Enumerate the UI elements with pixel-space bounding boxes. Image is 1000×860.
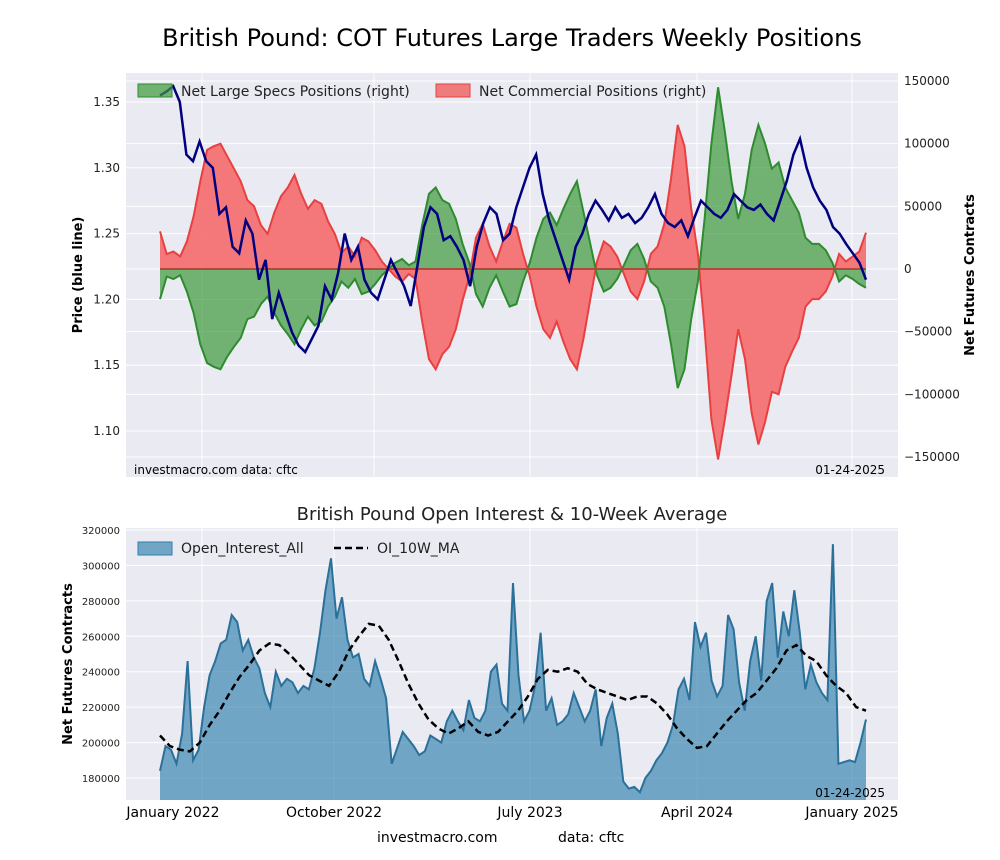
top-legend: Net Large Specs Positions (right) Net Co… [137,83,706,100]
right-axis-label: Net Futures Contracts [963,194,978,356]
left-tick-label: 1.30 [93,161,120,175]
oi-chart-title: British Pound Open Interest & 10-Week Av… [297,504,728,525]
left-axis-ticks: 1.10 1.15 1.20 1.25 1.30 1.35 [93,95,120,438]
bottom-y-tick-label: 320000 [82,526,120,537]
top-panel: 1.101.151.201.251.301.35 −150000−100000−… [71,73,978,477]
legend-label-ma: OI_10W_MA [377,541,460,557]
main-chart-title: British Pound: COT Futures Large Traders… [162,24,862,52]
bottom-y-tick-label: 300000 [82,561,120,572]
bottom-y-tick-label: 180000 [82,774,120,785]
moving-average-line [159,622,867,753]
bottom-x-tick-label: July 2023 [496,805,562,821]
left-tick-label: 1.15 [93,358,120,372]
bottom-y-ticks: 180000 200000 220000 240000 260000 280000 3000… [82,526,120,785]
bottom-date-label: 01-24-2025 [815,786,885,800]
legend-label-oi: Open_Interest_All [181,541,304,557]
bottom-y-tick-label: 200000 [82,739,120,750]
right-tick-label: 150000 [904,74,950,88]
right-tick-label: 0 [904,262,912,276]
open-interest-area [160,544,866,800]
legend-swatch-commercial [435,83,471,98]
footer-site: investmacro.com [377,830,497,846]
legend-label-commercial: Net Commercial Positions (right) [479,84,706,100]
right-tick-label: −50000 [904,325,952,339]
top-date-label: 01-24-2025 [815,463,885,477]
right-tick-label: 100000 [904,137,950,151]
price-line [159,84,868,355]
footer-source: data: cftc [558,830,624,846]
bottom-x-tick-label: January 2022 [125,805,219,821]
right-tick-label: −150000 [904,450,960,464]
left-tick-label: 1.10 [93,424,120,438]
left-tick-label: 1.20 [93,292,120,306]
left-tick-label: 1.25 [93,227,120,241]
right-tick-label: 50000 [904,199,942,213]
bottom-legend: Open_Interest_All OI_10W_MA [137,541,460,557]
right-axis-ticks: −150000 −100000 −50000 0 50000 100000 150000 [904,74,960,464]
legend-label-specs: Net Large Specs Positions (right) [181,84,410,100]
right-tick-label: −100000 [904,387,960,401]
legend-swatch-oi [137,541,173,556]
bottom-panel: 180000 200000 220000 240000 260000 280000 3000… [61,526,899,821]
left-tick-label: 1.35 [93,95,120,109]
commercial-line [159,124,867,460]
price-line-series [159,84,868,355]
bottom-y-tick-label: 240000 [82,668,120,679]
specs-area [160,87,866,389]
bottom-y-tick-label: 220000 [82,703,120,714]
legend-swatch-specs [137,83,173,98]
bottom-x-tick-label: October 2022 [286,805,382,821]
bottom-y-tick-label: 280000 [82,597,120,608]
commercial-area [160,124,866,460]
source-note: investmacro.com data: cftc [134,463,298,477]
left-axis-label: Price (blue line) [71,217,86,334]
bottom-y-axis-label: Net Futures Contracts [61,583,76,745]
bottom-y-tick-label: 260000 [82,632,120,643]
bottom-x-ticks: January 2022 October 2022 July 2023 April 2… [125,805,898,821]
open-interest-line [159,544,867,794]
moving-average-series [159,622,867,753]
bottom-x-tick-label: January 2025 [804,805,898,821]
open-interest-series [159,544,867,800]
top-area-series [159,87,867,460]
bottom-x-tick-label: April 2024 [661,805,733,821]
specs-line [159,87,867,389]
